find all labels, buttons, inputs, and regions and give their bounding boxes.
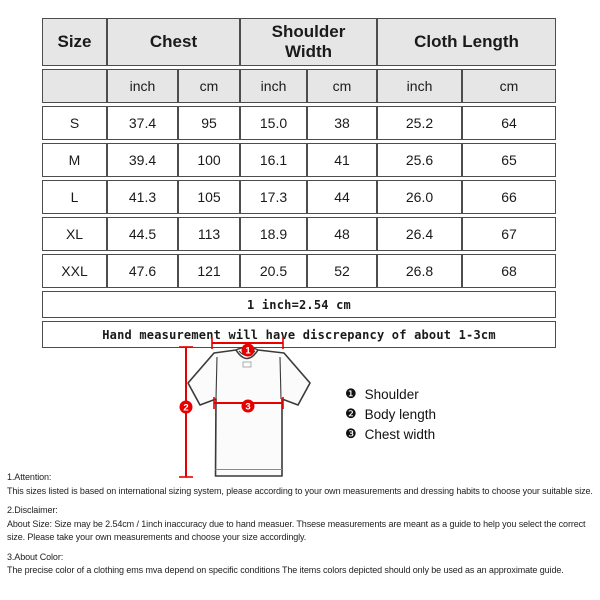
conversion-note: 1 inch=2.54 cm — [42, 291, 557, 318]
size-table: Size Chest Shoulder Width Cloth Length i… — [42, 15, 557, 351]
value-cell: 95 — [178, 106, 241, 140]
value-cell: 113 — [178, 217, 241, 251]
disclaimer-body: About Size: Size may be 2.54cm / 1inch i… — [7, 518, 586, 543]
table-row-xl: XL 44.5 113 18.9 48 26.4 67 — [42, 217, 557, 251]
unit-cell: cm — [462, 69, 557, 103]
tshirt-outline — [187, 349, 311, 477]
marker-2-number: 2 — [183, 403, 188, 414]
size-cell: L — [42, 180, 107, 214]
marker-3-number: 3 — [245, 402, 250, 413]
marker-3-chest-width-icon — [241, 399, 255, 413]
legend-label: Chest width — [364, 426, 436, 442]
value-cell: 17.3 — [240, 180, 308, 214]
circled-2-icon: ❷ — [345, 406, 357, 421]
size-cell: XL — [42, 217, 107, 251]
about-color-title: 3.About Color: — [7, 551, 64, 562]
col-header-chest: Chest — [107, 18, 241, 66]
value-cell: 47.6 — [107, 254, 178, 288]
table-header-row: Size Chest Shoulder Width Cloth Length — [42, 18, 557, 66]
about-color-section: 3.About Color: The precise color of a cl… — [7, 551, 595, 578]
marker-1-shoulder-icon — [241, 343, 255, 357]
value-cell: 52 — [307, 254, 378, 288]
value-cell: 20.5 — [240, 254, 308, 288]
table-row-l: L 41.3 105 17.3 44 26.0 66 — [42, 180, 557, 214]
unit-cell-empty — [42, 69, 107, 103]
value-cell: 64 — [462, 106, 557, 140]
value-cell: 121 — [178, 254, 241, 288]
armhole-seam-right — [279, 356, 282, 400]
value-cell: 41.3 — [107, 180, 178, 214]
value-cell: 15.0 — [240, 106, 308, 140]
circled-1-icon: ❶ — [345, 386, 357, 401]
table-row-m: M 39.4 100 16.1 41 25.6 65 — [42, 143, 557, 177]
tshirt-measurement-diagram: 1 2 3 — [179, 337, 311, 478]
unit-cell: inch — [107, 69, 178, 103]
value-cell: 38 — [307, 106, 378, 140]
unit-cell: cm — [178, 69, 241, 103]
unit-cell: cm — [307, 69, 378, 103]
legend-item-chest-width: ❸ Chest width — [345, 424, 436, 444]
value-cell: 16.1 — [240, 143, 308, 177]
attention-section: 1.Attention: This sizes listed is based … — [7, 471, 595, 498]
value-cell: 37.4 — [107, 106, 178, 140]
value-cell: 65 — [462, 143, 557, 177]
value-cell: 18.9 — [240, 217, 308, 251]
value-cell: 25.6 — [377, 143, 463, 177]
circled-3-icon: ❸ — [345, 426, 357, 441]
value-cell: 26.0 — [377, 180, 463, 214]
about-color-body: The precise color of a clothing ems mva … — [7, 565, 564, 575]
neck-label-icon — [242, 361, 252, 368]
unit-header-row: inch cm inch cm inch cm — [42, 69, 557, 103]
size-cell: XXL — [42, 254, 107, 288]
conversion-note-row: 1 inch=2.54 cm — [42, 291, 557, 318]
value-cell: 41 — [307, 143, 378, 177]
value-cell: 68 — [462, 254, 557, 288]
size-cell: S — [42, 106, 107, 140]
value-cell: 25.2 — [377, 106, 463, 140]
attention-body: This sizes listed is based on internatio… — [7, 485, 593, 496]
value-cell: 44.5 — [107, 217, 178, 251]
value-cell: 44 — [307, 180, 378, 214]
armhole-seam-left — [215, 356, 218, 400]
unit-cell: inch — [377, 69, 463, 103]
col-header-cloth-length: Cloth Length — [377, 18, 557, 66]
legend-label: Body length — [364, 406, 436, 422]
col-header-shoulder-width: Shoulder Width — [240, 18, 378, 66]
value-cell: 100 — [178, 143, 241, 177]
table-row-s: S 37.4 95 15.0 38 25.2 64 — [42, 106, 557, 140]
col-header-size: Size — [42, 18, 107, 66]
disclaimer-title: 2.Disclaimer: — [7, 505, 58, 515]
value-cell: 39.4 — [107, 143, 178, 177]
col-header-shoulder-width-text: Shoulder Width — [271, 22, 346, 61]
measurement-note-row: Hand measurement will have discrepancy o… — [42, 321, 557, 348]
value-cell: 66 — [462, 180, 557, 214]
legend-label: Shoulder — [364, 386, 419, 402]
attention-title: 1.Attention: — [7, 472, 52, 482]
value-cell: 26.8 — [377, 254, 463, 288]
unit-cell: inch — [240, 69, 308, 103]
disclaimer-section: 2.Disclaimer: About Size: Size may be 2.… — [7, 504, 595, 545]
value-cell: 67 — [462, 217, 557, 251]
value-cell: 26.4 — [377, 217, 463, 251]
value-cell: 105 — [178, 180, 241, 214]
legend-item-body-length: ❷ Body length — [345, 404, 436, 424]
size-cell: M — [42, 143, 107, 177]
marker-2-body-length-icon — [179, 400, 193, 414]
measurement-note: Hand measurement will have discrepancy o… — [42, 321, 557, 348]
value-cell: 48 — [307, 217, 378, 251]
diagram-legend: ❶ Shoulder ❷ Body length ❸ Chest width — [345, 384, 436, 444]
footnotes: 1.Attention: This sizes listed is based … — [7, 471, 595, 584]
marker-1-number: 1 — [245, 346, 251, 357]
table-row-xxl: XXL 47.6 121 20.5 52 26.8 68 — [42, 254, 557, 288]
legend-item-shoulder: ❶ Shoulder — [345, 384, 436, 404]
